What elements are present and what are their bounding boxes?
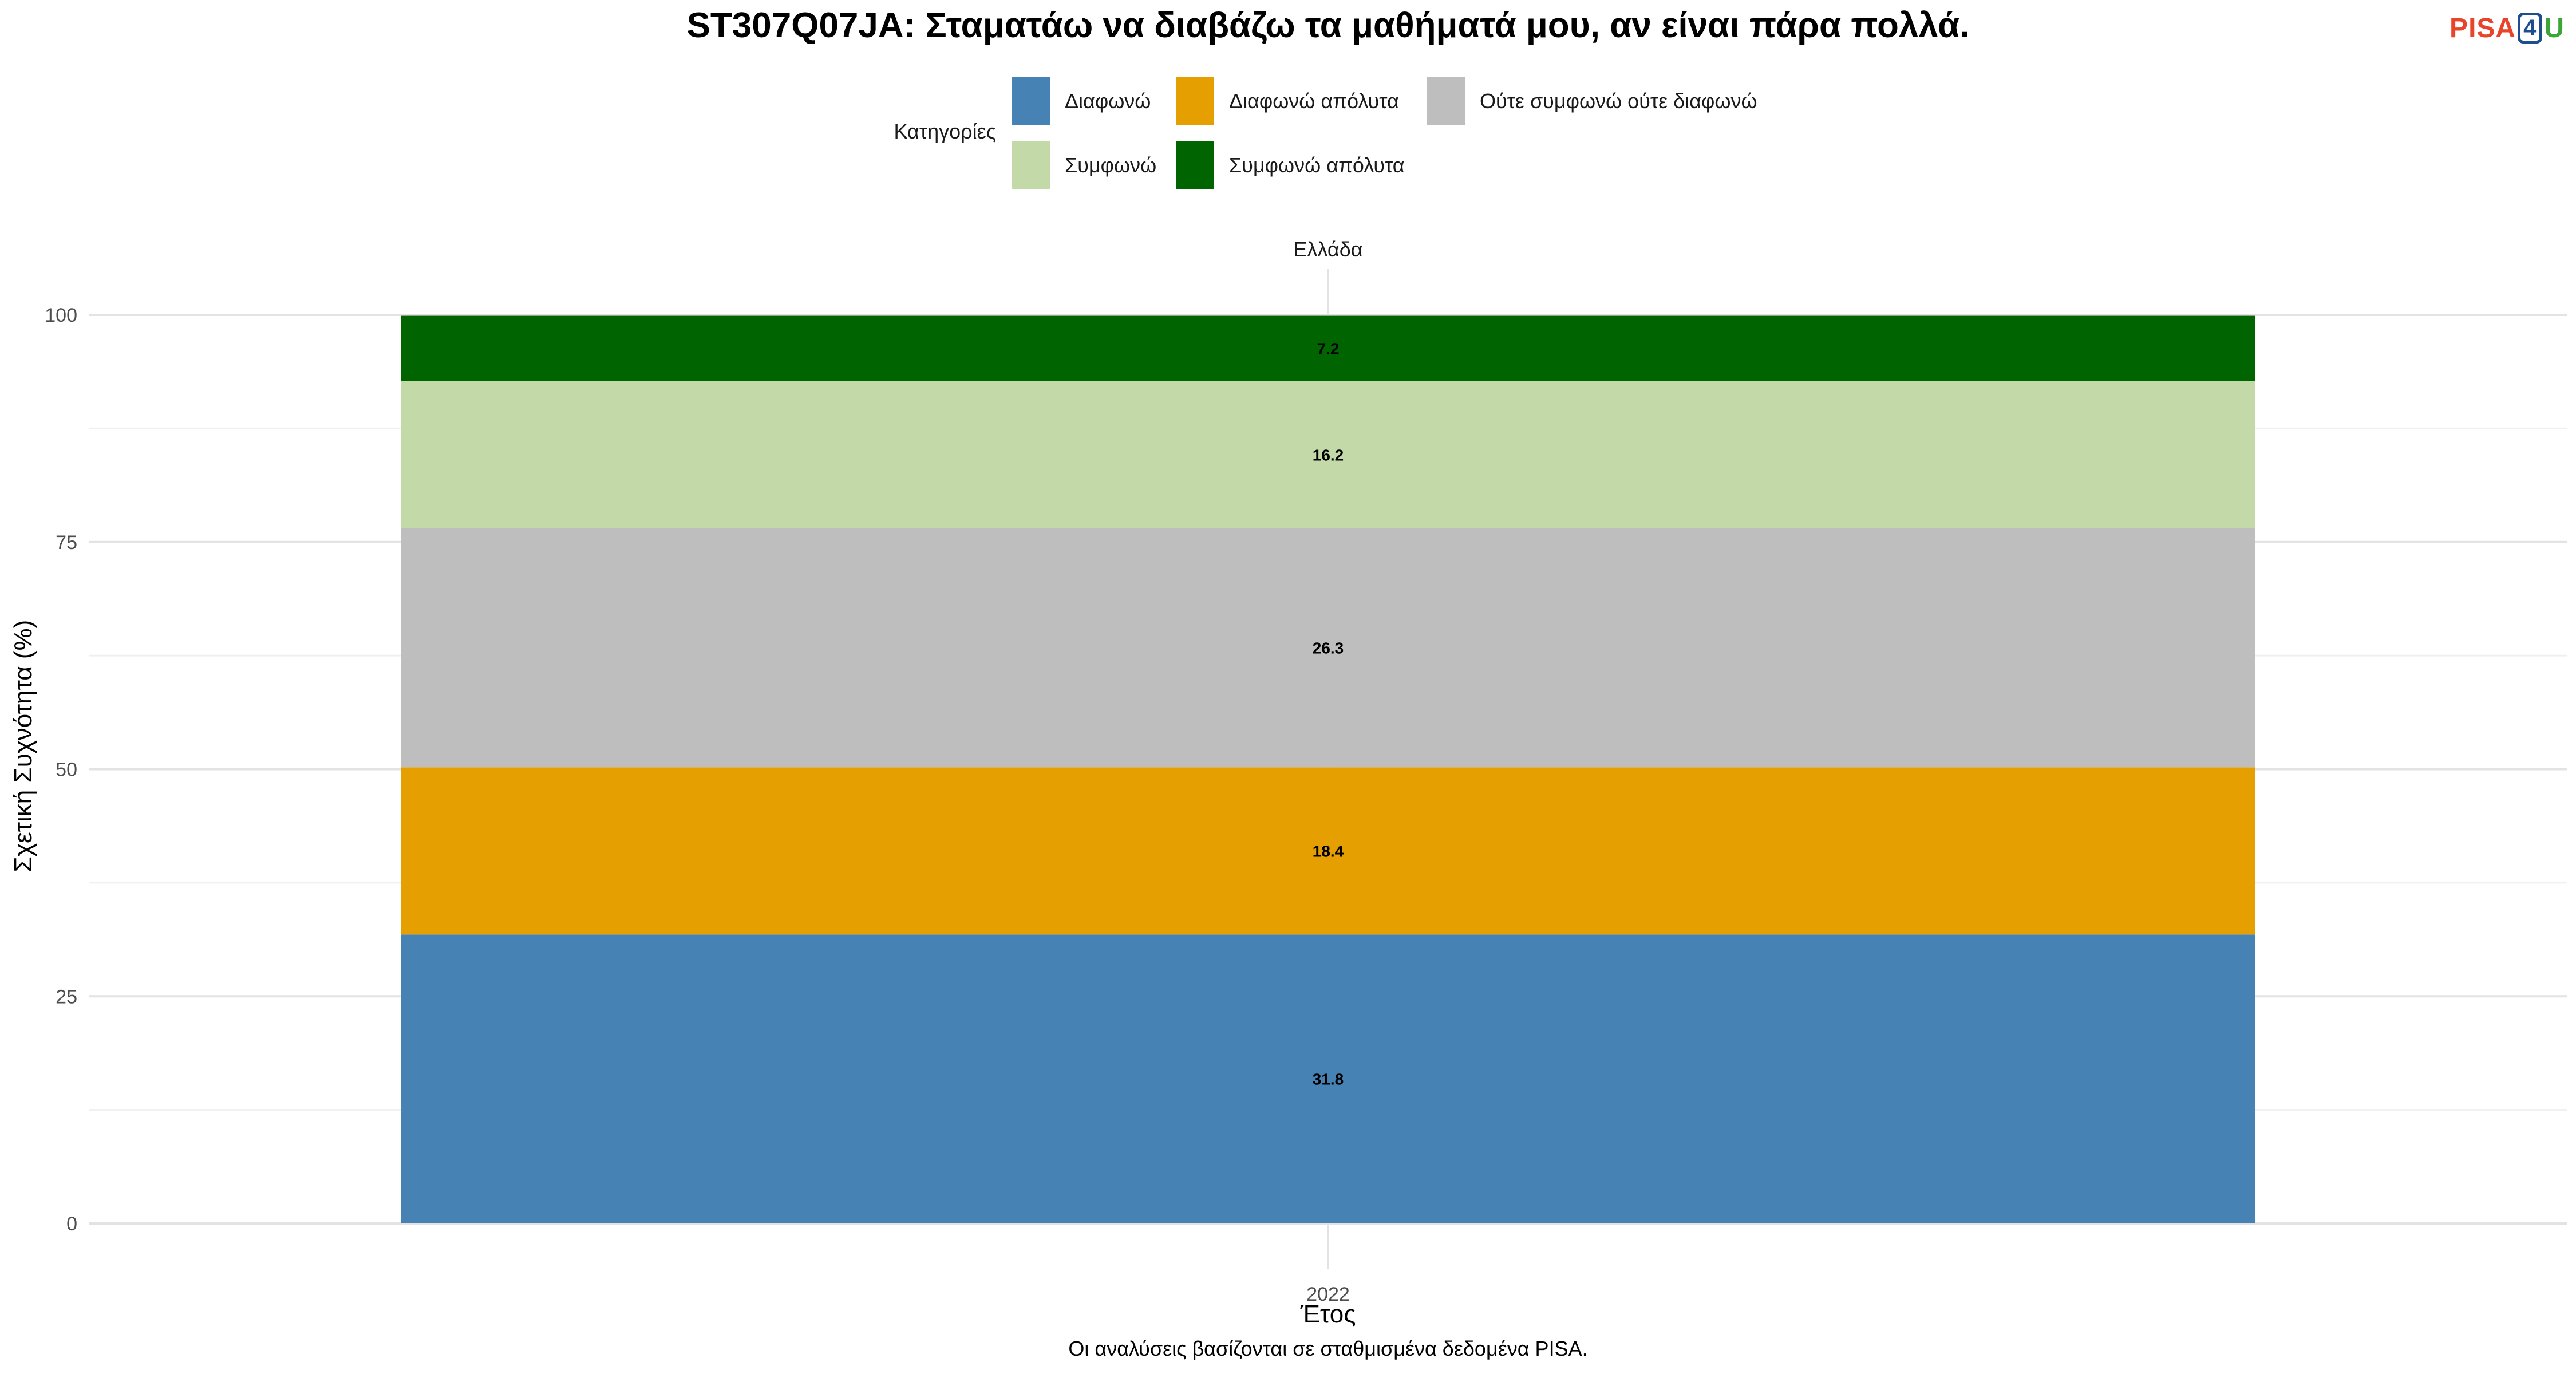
data-label: 18.4 (1313, 842, 1344, 860)
legend-label: Διαφωνώ απόλυτα (1229, 89, 1399, 113)
data-label: 7.2 (1317, 340, 1340, 358)
bar-segments (401, 315, 2255, 1223)
x-axis-ticks: 2022 (1306, 1284, 1350, 1305)
bar-segment (401, 315, 2255, 381)
legend-swatch (1012, 141, 1050, 189)
legend: Κατηγορίες Διαφωνώ Διαφωνώ απόλυτα Ούτε συ… (894, 77, 1757, 189)
data-label: 31.8 (1313, 1071, 1344, 1088)
logo-four-text: 4 (2518, 13, 2543, 44)
bar-segment (401, 934, 2255, 1223)
legend-swatch (1176, 141, 1214, 189)
bar-segment (401, 767, 2255, 935)
data-label: 26.3 (1313, 639, 1344, 657)
pisa4u-logo: PISA 4 U (2449, 8, 2565, 48)
legend-label: Διαφωνώ (1065, 89, 1151, 113)
data-labels: 31.8 18.4 26.3 16.2 7.2 (1313, 340, 1344, 1088)
facet-label: Ελλάδα (1293, 238, 1362, 261)
y-tick-label: 50 (56, 759, 77, 781)
legend-label: Συμφωνώ (1065, 153, 1156, 177)
legend-swatch (1427, 77, 1465, 125)
y-axis-ticks: 0 25 50 75 100 (45, 305, 77, 1235)
y-axis-title: Σχετική Συχνότητα (%) (9, 620, 37, 872)
logo-u-text: U (2544, 13, 2565, 44)
y-tick-label: 25 (56, 986, 77, 1008)
legend-title: Κατηγορίες (894, 120, 996, 143)
bar-segment (401, 528, 2255, 768)
x-tick-label: 2022 (1306, 1284, 1350, 1305)
y-tick-label: 0 (66, 1213, 77, 1235)
legend-label: Συμφωνώ απόλυτα (1229, 153, 1405, 177)
y-tick-label: 75 (56, 532, 77, 554)
legend-swatch (1012, 77, 1050, 125)
bar-segment (401, 381, 2255, 528)
chart-title: ST307Q07JA: Σταματάω να διαβάζω τα μαθήμ… (687, 6, 1970, 45)
y-tick-label: 100 (45, 305, 77, 326)
chart-caption: Οι αναλύσεις βασίζονται σε σταθμισμένα δ… (1068, 1337, 1587, 1360)
x-axis-title: Έτος (1300, 1300, 1356, 1328)
legend-label: Ούτε συμφωνώ ούτε διαφωνώ (1480, 89, 1757, 113)
logo-pisa-text: PISA (2449, 13, 2516, 44)
legend-swatch (1176, 77, 1214, 125)
data-label: 16.2 (1313, 446, 1344, 464)
